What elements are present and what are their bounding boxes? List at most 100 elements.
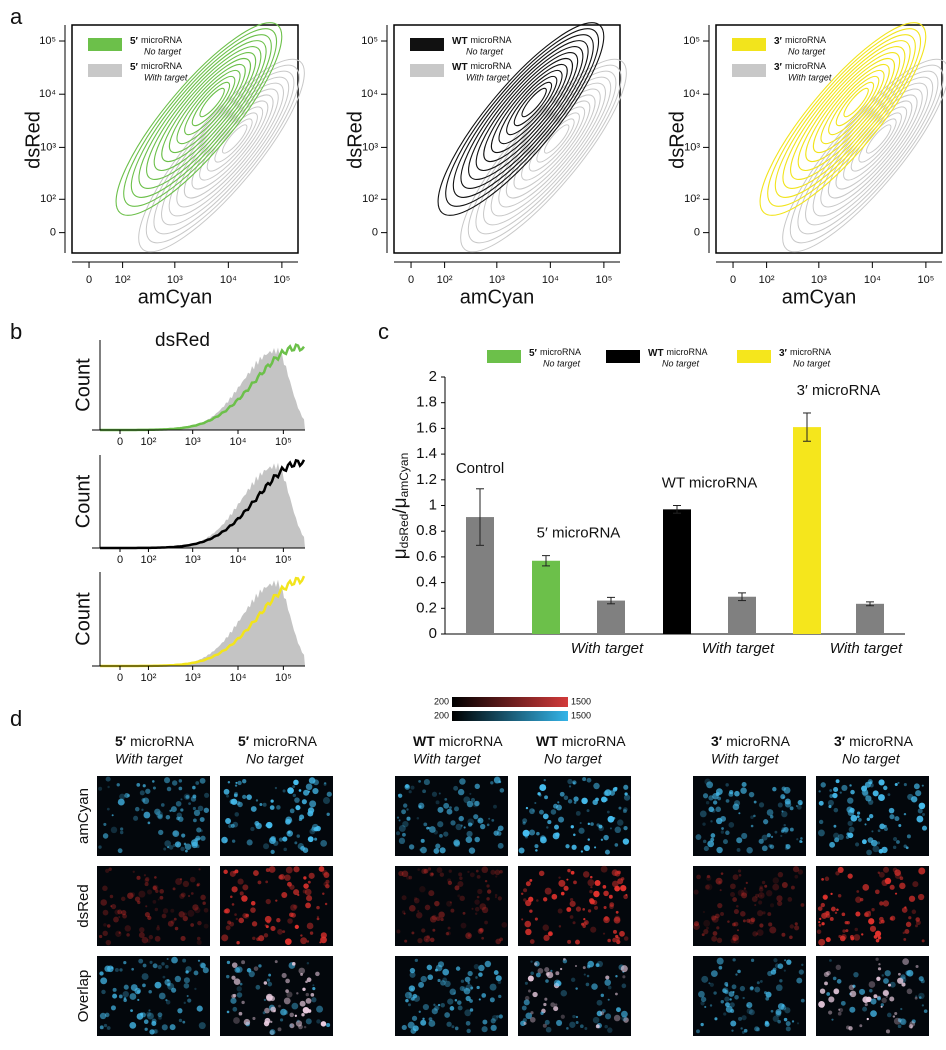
cell: [522, 829, 530, 837]
cell: [781, 932, 786, 937]
cell: [545, 979, 549, 983]
cell: [738, 812, 741, 815]
cell: [869, 925, 877, 932]
cell: [558, 925, 562, 928]
cell: [570, 870, 575, 875]
cell: [289, 1012, 294, 1018]
cell: [862, 791, 869, 798]
cell: [187, 894, 191, 898]
legend-label: WT microRNA: [648, 347, 708, 358]
cell: [621, 1015, 628, 1022]
x-tick-label: 10³: [489, 274, 505, 286]
x-tick-label: 10²: [140, 436, 156, 448]
cell: [302, 987, 306, 991]
cell: [157, 964, 162, 970]
legend-note: With target: [144, 72, 188, 82]
cell: [604, 849, 610, 855]
cell: [305, 980, 308, 984]
cell: [854, 927, 858, 932]
cell: [796, 838, 799, 841]
cell: [753, 814, 756, 818]
cell: [243, 1018, 251, 1026]
cell: [409, 967, 416, 974]
cell: [817, 829, 825, 837]
cell: [711, 808, 716, 813]
cell: [764, 991, 767, 995]
cell: [467, 970, 473, 977]
cell: [449, 901, 452, 904]
cell: [781, 1003, 785, 1007]
cell: [693, 923, 700, 930]
cell: [159, 895, 164, 900]
cell: [544, 887, 552, 895]
column-name: microRNA: [562, 733, 626, 749]
cell: [162, 908, 169, 914]
cell: [417, 910, 420, 913]
cell: [239, 982, 243, 986]
cell: [453, 785, 459, 791]
cell: [751, 896, 758, 902]
cell: [180, 935, 186, 942]
cell: [312, 986, 316, 991]
cell: [587, 838, 590, 841]
cell: [245, 913, 249, 917]
cell: [741, 892, 748, 899]
cell: [716, 926, 720, 930]
cell: [761, 834, 768, 841]
cell: [578, 827, 585, 834]
cell: [408, 992, 412, 996]
cell: [408, 985, 416, 992]
cell: [781, 810, 784, 813]
cell: [569, 915, 574, 919]
cell: [881, 879, 888, 887]
cell: [775, 1009, 782, 1016]
cell: [875, 938, 880, 943]
cell: [921, 825, 928, 831]
cell: [443, 802, 450, 809]
cell: [746, 1002, 753, 1009]
legend-name: microRNA: [785, 61, 826, 71]
category-label: With target: [702, 640, 775, 657]
cell: [889, 996, 895, 1002]
cell: [587, 960, 595, 968]
contour-line: [521, 106, 586, 181]
cell: [118, 931, 121, 934]
cell: [583, 973, 586, 976]
cell: [716, 846, 723, 854]
cell: [772, 1015, 779, 1022]
cell: [530, 1011, 534, 1015]
cell: [323, 781, 327, 785]
cell: [305, 1018, 312, 1025]
cell: [136, 875, 141, 880]
cell: [467, 870, 470, 874]
cell: [819, 988, 826, 994]
cell: [178, 786, 183, 791]
cell: [236, 966, 243, 973]
cell: [537, 968, 544, 974]
cell: [894, 869, 901, 877]
cell: [742, 996, 745, 1000]
column-header: WT microRNA: [413, 733, 503, 749]
cell: [235, 917, 239, 921]
cell: [716, 937, 723, 943]
cell: [494, 869, 501, 876]
cell: [180, 798, 183, 801]
cell: [859, 897, 864, 902]
cell: [141, 973, 149, 981]
cell: [285, 818, 291, 825]
cell: [231, 975, 236, 980]
cell: [488, 817, 491, 820]
cell: [731, 984, 737, 990]
cell: [259, 803, 263, 807]
cell: [154, 907, 159, 912]
cell: [315, 971, 320, 977]
cell: [447, 880, 453, 886]
cell: [583, 918, 586, 921]
legend-note: No target: [662, 358, 700, 368]
cell: [165, 964, 169, 969]
cell: [875, 957, 879, 961]
cell: [740, 787, 747, 794]
cell: [560, 891, 565, 896]
column-name: microRNA: [726, 733, 790, 749]
cell: [223, 869, 228, 875]
